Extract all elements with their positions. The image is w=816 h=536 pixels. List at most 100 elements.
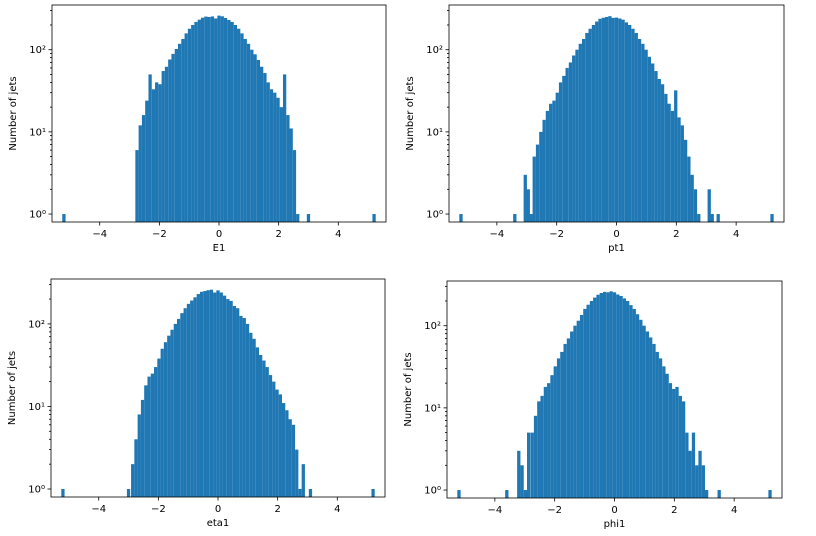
x-tick-label: −4 — [487, 505, 502, 516]
histogram-bar — [664, 93, 668, 222]
histogram-bar — [170, 329, 174, 497]
x-tick-label: −2 — [151, 504, 166, 515]
histogram-bar — [138, 125, 142, 222]
histogram-bar — [675, 386, 679, 498]
histogram-bar — [665, 373, 669, 498]
histogram-bar — [631, 28, 635, 223]
histogram-bar — [527, 432, 531, 498]
histogram-bar — [566, 338, 571, 498]
histogram-bar — [187, 28, 192, 223]
histogram-bar — [517, 450, 521, 498]
histogram-bar — [173, 323, 177, 497]
histogram-bar — [131, 464, 135, 497]
histogram-bar — [651, 63, 655, 222]
histogram-bar — [563, 343, 567, 498]
histogram-bar — [647, 56, 652, 222]
histogram-bar — [560, 351, 564, 498]
histogram-bar — [223, 18, 228, 222]
histogram-bar — [552, 100, 556, 222]
histogram-bar — [197, 19, 201, 223]
histogram-bar — [288, 419, 292, 497]
histogram-bar — [295, 449, 299, 497]
histogram-bar — [562, 75, 566, 223]
y-tick-label: 10⁰ — [29, 210, 46, 221]
histogram-bar — [199, 291, 204, 497]
histogram-bar — [273, 92, 277, 222]
chart-panel-2: −4 −2 0 2 4 10⁰ 10¹ 10² pt1 Number of jets — [405, 4, 785, 254]
histogram-bar — [144, 385, 148, 497]
histogram-bar — [588, 28, 592, 223]
histogram-bar — [599, 293, 603, 498]
histogram-bar — [278, 394, 282, 497]
x-axis-label: E1 — [213, 243, 226, 254]
x-tick-label: −4 — [92, 229, 107, 240]
histogram-bar — [695, 465, 699, 498]
y-tick-label: 10¹ — [28, 402, 45, 413]
histogram-bar — [639, 319, 643, 498]
histogram-bar — [296, 214, 300, 222]
histogram-bar — [677, 117, 681, 222]
histogram-bar — [678, 395, 682, 498]
histogram-bar — [657, 79, 661, 222]
histogram-bar — [141, 115, 146, 222]
histogram-bar — [279, 107, 283, 222]
histogram-bar — [667, 103, 671, 222]
x-axis-label: eta1 — [207, 518, 230, 529]
histogram-bar — [286, 115, 290, 222]
histogram-bar — [586, 304, 590, 498]
histogram-bar — [616, 294, 620, 498]
histogram-bar — [533, 415, 538, 498]
histogram-bar — [168, 59, 172, 222]
chart-panel-3: −4 −2 0 2 4 10⁰ 10¹ 10² eta1 Number of jets — [7, 278, 386, 529]
histogram-bar — [250, 49, 254, 223]
histogram-bar — [683, 139, 688, 222]
histogram-bar — [306, 214, 311, 222]
histogram-bar — [716, 214, 720, 222]
histogram-bar — [298, 489, 302, 497]
histogram-bar — [523, 174, 527, 222]
histogram-bar — [596, 294, 600, 498]
histogram-bar — [542, 119, 546, 222]
histogram-bar — [543, 386, 548, 498]
histogram-bar — [583, 308, 587, 498]
x-axis-label: phi1 — [604, 519, 626, 530]
histogram-bar — [649, 337, 653, 498]
histogram-bar — [652, 343, 656, 498]
histogram-bar — [219, 292, 223, 497]
histogram-bar — [526, 189, 530, 222]
histogram-bar — [691, 432, 696, 498]
histogram-bar — [573, 325, 577, 498]
histogram-bar — [178, 43, 182, 222]
histogram-bar — [575, 49, 579, 223]
histogram-bar — [537, 401, 541, 498]
histogram-bar — [624, 22, 629, 222]
histogram-bar — [628, 24, 632, 222]
histogram-bar — [611, 17, 615, 223]
histogram-bar — [589, 300, 594, 498]
histogram-bar — [180, 313, 184, 497]
histogram-bar — [641, 43, 645, 222]
histogram-bar — [768, 490, 772, 498]
histogram-bar — [570, 331, 574, 498]
histogram-bar — [207, 17, 211, 223]
histogram-bar — [634, 32, 638, 223]
y-tick-label: 10² — [426, 45, 443, 56]
y-tick-label: 10¹ — [29, 127, 46, 138]
histogram-bar — [137, 414, 141, 497]
histogram-bar — [770, 214, 774, 222]
y-tick-label: 10¹ — [426, 127, 443, 138]
histogram-bar — [232, 305, 237, 497]
histogram-bar — [598, 18, 602, 223]
x-tick-label: −2 — [152, 229, 167, 240]
histogram-bar — [717, 490, 721, 498]
histogram-bar — [595, 21, 599, 222]
x-tick-label: 4 — [334, 504, 340, 515]
histogram-bar — [256, 59, 260, 222]
histogram-bar — [601, 17, 605, 223]
histogram-bar — [190, 300, 194, 497]
histogram-bar — [642, 325, 646, 498]
histogram-bar — [181, 39, 185, 222]
histogram-bar — [150, 373, 155, 497]
histogram-bar — [618, 18, 622, 223]
histogram-bar — [593, 297, 597, 498]
